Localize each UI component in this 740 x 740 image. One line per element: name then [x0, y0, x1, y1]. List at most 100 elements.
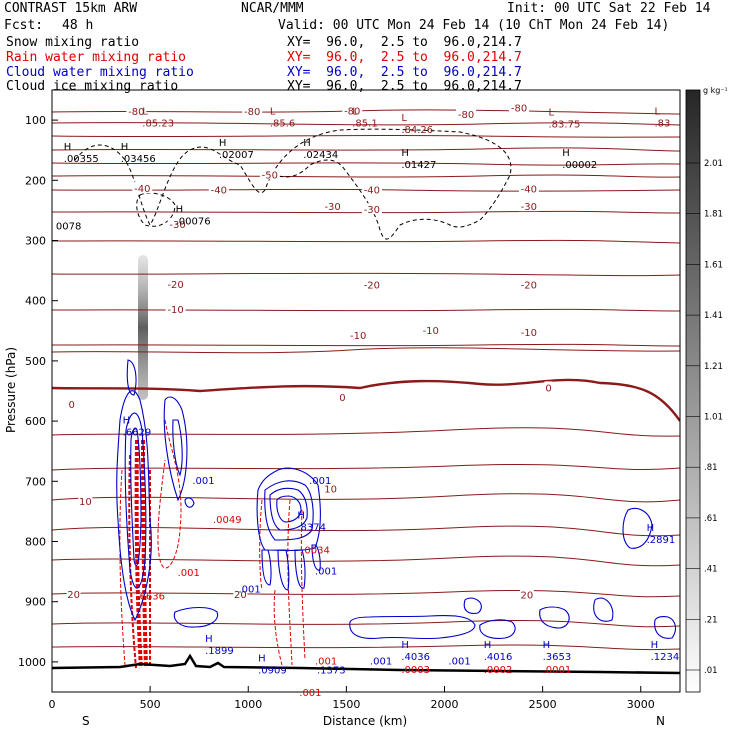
field-snow-xy: XY= 96.0, 2.5 to 96.0,214.7 — [287, 35, 522, 50]
isotherm-line — [52, 272, 680, 277]
terrain-line — [52, 653, 680, 675]
isotherm-line — [52, 589, 680, 598]
extremum-value: .00002 — [562, 160, 597, 171]
isotherm-label: -10 — [521, 328, 537, 339]
colorbar-tick-label: 1.21 — [704, 362, 723, 372]
extremum-value: .4016 — [484, 652, 513, 663]
isotherm-label-bg — [259, 168, 280, 180]
extremum-value: .84.26 — [401, 125, 433, 136]
isotherm-label: -40 — [364, 185, 380, 196]
extremum-value: .0002 — [484, 665, 513, 676]
colorbar-tick-label: 1.81 — [704, 210, 723, 220]
cloud-water-contour — [124, 412, 147, 589]
isotherm-line — [52, 343, 680, 347]
extremum-marker: H — [401, 640, 409, 651]
extremum-value: .0001 — [543, 665, 572, 676]
isotherm-label-bg — [242, 105, 263, 117]
colorbar-ticks: 2.01 1.81 1.61 1.41 1.21 1.01 .81 .61 .41 .21 .01 — [686, 159, 723, 676]
field-snow-name: Snow mixing ratio — [6, 35, 140, 50]
x-axis-right-label: N — [656, 714, 665, 728]
x-tick-label: 3000 — [627, 698, 655, 711]
extremum-value: .0909 — [258, 666, 287, 677]
isotherm-label-bg — [518, 200, 539, 212]
cloud-water-contour — [172, 419, 183, 477]
isotherm-label: 20 — [234, 590, 247, 601]
y-tick-label: 700 — [25, 475, 46, 488]
isotherm-line — [52, 162, 680, 166]
cloud-water-contour — [264, 480, 314, 541]
isotherm-label-bg — [456, 108, 477, 120]
extremum-marker: H — [647, 523, 655, 534]
x-axis-title: Distance (km) — [323, 714, 407, 728]
extremum-value: .85.23 — [142, 118, 174, 129]
extremum-value: .01427 — [401, 160, 436, 171]
colorbar — [685, 89, 701, 693]
extremum-marker: H — [121, 142, 129, 153]
isotherm-line — [52, 147, 680, 152]
extremum-value: .3653 — [543, 652, 572, 663]
colorbar-tick-label: .21 — [704, 615, 718, 625]
freezing-level-line — [52, 378, 680, 422]
cloud-water-contour — [311, 544, 321, 571]
y-tick-label: 400 — [25, 295, 46, 308]
extremum-marker: L — [270, 106, 276, 117]
extremum-value: 0078 — [56, 221, 81, 232]
y-tick-label: 100 — [25, 114, 46, 127]
isotherm-label-bg — [323, 482, 338, 494]
isotherm-label-bg — [338, 391, 347, 403]
field-cloudwater-name: Cloud water mixing ratio — [6, 65, 194, 80]
isotherm-line — [52, 210, 680, 214]
y-axis-title: Pressure (hPa) — [4, 347, 18, 433]
isotherm-line — [52, 555, 680, 567]
cloud-water-contour — [349, 615, 476, 640]
extremum-marker: L — [401, 113, 407, 124]
extremum-value: .001 — [299, 688, 321, 699]
isotherm-label: -40 — [134, 184, 150, 195]
y-tick-label: 1000 — [18, 656, 46, 669]
plot-frame — [51, 89, 681, 693]
isotherm-label-bg — [518, 182, 539, 194]
cloud-water-contour — [277, 549, 290, 591]
isotherm-label-bg — [167, 218, 188, 230]
isotherm-label-bg — [208, 183, 229, 195]
isotherm-label: -80 — [128, 107, 144, 118]
cloud-water-contour — [116, 390, 152, 622]
extremum-marker: H — [543, 640, 551, 651]
field-cloudwater-xy: XY= 96.0, 2.5 to 96.0,214.7 — [287, 65, 522, 80]
colorbar-tick-label: 1.01 — [704, 413, 723, 423]
isotherm-label-bg — [322, 200, 343, 212]
x-axis-left-label: S — [82, 714, 90, 728]
isotherm-label-bg — [361, 278, 382, 290]
colorbar-tick-label: .81 — [704, 463, 718, 473]
x-tick-label: 1500 — [332, 698, 360, 711]
isotherm-label: -80 — [244, 107, 260, 118]
x-axis: 0 500 1000 1500 2000 2500 3000 — [49, 686, 655, 711]
colorbar-unit: g kg⁻¹ — [703, 86, 728, 95]
extremum-value: .02434 — [303, 150, 338, 161]
x-tick-label: 2500 — [529, 698, 557, 711]
valid-time: Valid: 00 UTC Mon 24 Feb 14 (10 ChT Mon … — [278, 18, 670, 33]
cloud-water-contour — [269, 487, 308, 531]
extremum-marker: H — [219, 138, 227, 149]
cloud-water-contour — [654, 616, 677, 639]
extremum-value: .001 — [309, 476, 331, 487]
cloud-water-contour — [593, 597, 614, 622]
x-tick-label: 2000 — [431, 698, 459, 711]
isotherm-line — [52, 347, 680, 354]
isotherm-label: 0 — [68, 400, 74, 411]
extremum-value: .2891 — [647, 535, 676, 546]
isotherm-label-bg — [165, 303, 186, 315]
snow-shading — [138, 255, 148, 400]
isotherm-label-bg — [420, 324, 441, 336]
extremum-value: .001 — [238, 584, 260, 595]
isotherm-label-bg — [519, 588, 534, 600]
isotherm-line — [52, 463, 680, 471]
y-axis: 100 200 300 400 500 600 700 800 900 1000 — [18, 114, 58, 669]
x-tick-label: 500 — [140, 698, 161, 711]
extremum-value: .83.75 — [549, 120, 581, 131]
extremum-marker: H — [123, 415, 131, 426]
isotherm-label: -50 — [262, 170, 278, 181]
field-rain-name: Rain water mixing ratio — [6, 50, 187, 65]
isotherm-line — [52, 134, 680, 138]
